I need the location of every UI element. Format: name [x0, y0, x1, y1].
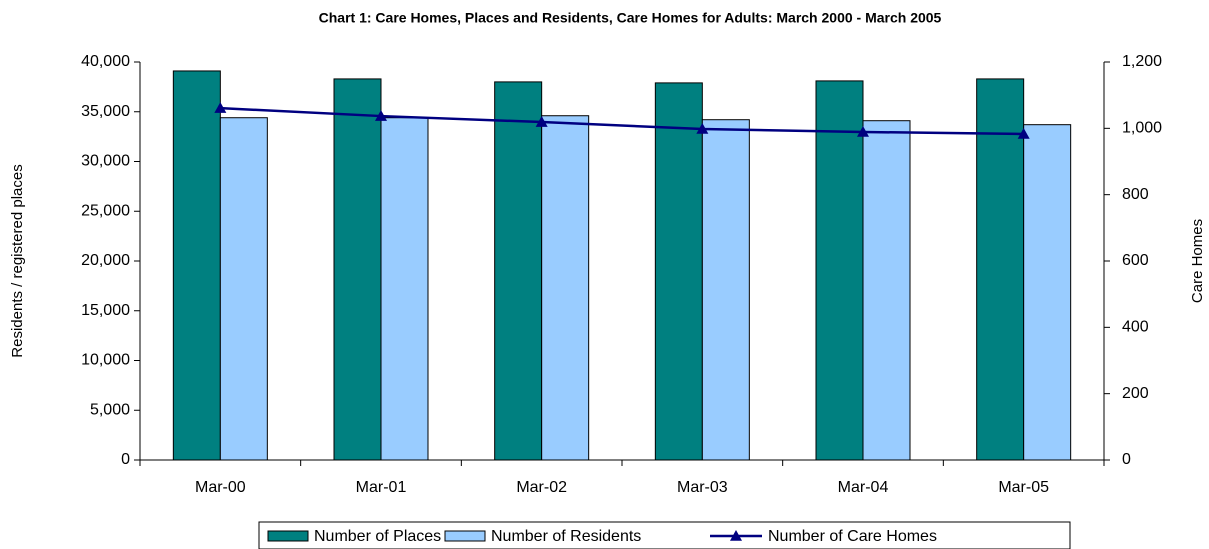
bar [1023, 124, 1072, 461]
bar [494, 81, 543, 461]
y2-tick-label: 600 [1122, 252, 1149, 269]
bar [541, 115, 590, 461]
bar [219, 117, 268, 461]
line [220, 106, 1024, 136]
legend-box [258, 521, 1071, 549]
y-tick-label: 30,000 [81, 153, 130, 170]
legend-label: Number of Care Homes [768, 528, 937, 545]
legend-label: Number of Places [314, 528, 441, 545]
y2-tick-label: 200 [1122, 385, 1149, 402]
y-axis-title: Residents / registered places [9, 164, 26, 357]
bar [654, 82, 703, 461]
x-tick-label: Mar-02 [516, 479, 567, 496]
line-marker [375, 110, 387, 121]
legend-label: Number of Residents [491, 528, 641, 545]
bar [380, 117, 429, 461]
y2-tick-label: 1,200 [1122, 53, 1162, 70]
line-marker [214, 102, 227, 113]
bar [862, 120, 911, 461]
y2-tick-label: 1,000 [1122, 120, 1162, 137]
y-tick-label: 40,000 [81, 53, 130, 70]
legend-swatch [267, 530, 309, 542]
line-marker [857, 125, 869, 137]
y2-tick-label: 0 [1122, 451, 1131, 468]
y2-tick-label: 800 [1122, 186, 1149, 203]
y-tick-label: 5,000 [90, 401, 130, 418]
x-tick-label: Mar-04 [838, 479, 889, 496]
bar [172, 70, 221, 461]
y-tick-label: 0 [121, 451, 130, 468]
chart-title: Chart 1: Care Homes, Places and Resident… [319, 10, 942, 26]
x-tick-label: Mar-03 [677, 479, 728, 496]
bar [815, 80, 864, 461]
line-marker [1017, 127, 1030, 139]
y2-tick-label: 400 [1122, 319, 1149, 336]
bar [701, 119, 750, 461]
bar [333, 78, 382, 461]
x-tick-label: Mar-05 [998, 479, 1049, 496]
y-tick-label: 15,000 [81, 302, 130, 319]
y-tick-label: 25,000 [81, 202, 130, 219]
x-tick-label: Mar-00 [195, 479, 246, 496]
y-tick-label: 10,000 [81, 352, 130, 369]
y-tick-label: 20,000 [81, 252, 130, 269]
bar [976, 78, 1025, 461]
y2-axis-title: Care Homes [1189, 219, 1206, 303]
line-marker [535, 116, 548, 127]
line-marker [696, 122, 709, 134]
legend-swatch [444, 530, 486, 542]
y-tick-label: 35,000 [81, 103, 130, 120]
legend-swatch [730, 530, 742, 541]
x-tick-label: Mar-01 [356, 479, 407, 496]
